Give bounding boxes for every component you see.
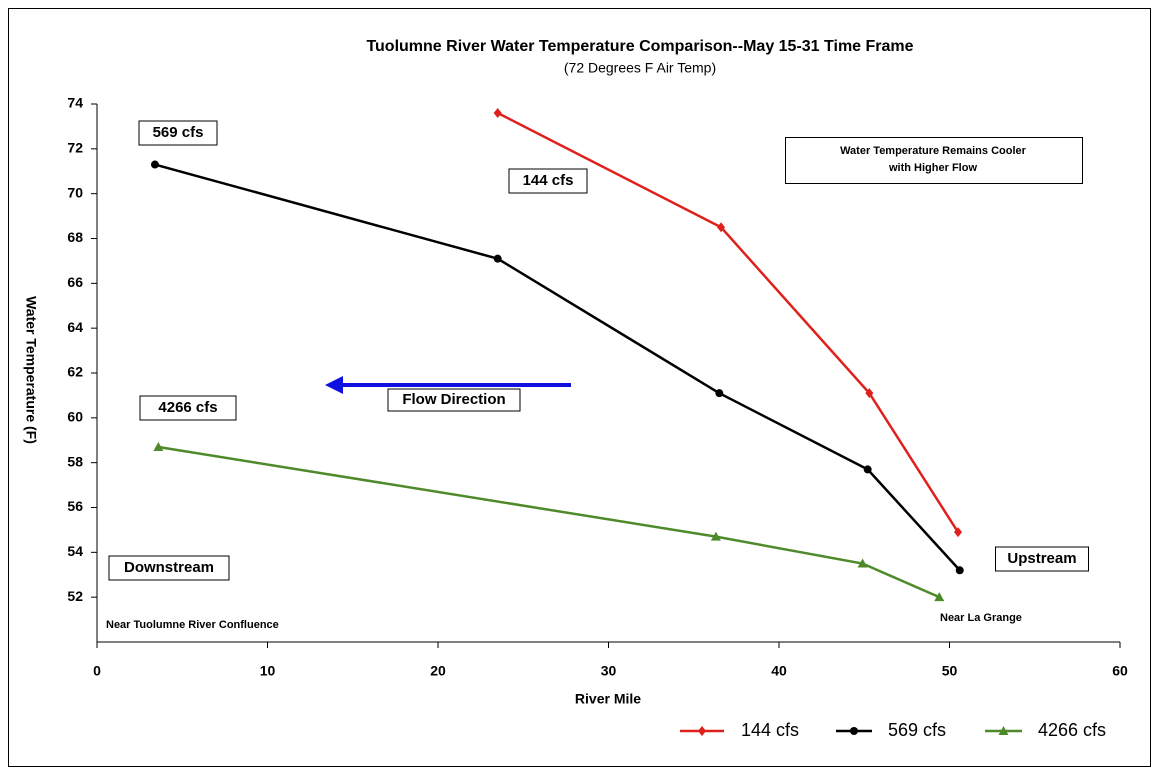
annotation: 144 cfs [523,172,574,189]
annotation-box [995,546,1089,572]
data-point [710,531,721,541]
chart-title: Tuolumne River Water Temperature Compari… [366,38,913,55]
note-line: with Higher Flow [888,162,977,174]
data-point [954,527,963,538]
x-tick-label: 40 [771,663,787,679]
annotation: Near La Grange [940,612,1022,624]
legend-label: 144 cfs [741,720,799,740]
annotation: Flow Direction [402,391,505,408]
legend-label: 4266 cfs [1038,720,1106,740]
annotation: Downstream [124,559,214,576]
data-point [857,558,868,568]
annotation-box [108,555,230,581]
annotation-box [508,168,588,194]
y-tick-label: 54 [67,543,83,559]
data-point [934,592,945,602]
x-tick-label: 60 [1112,663,1128,679]
annotation-box [139,395,237,421]
x-tick-label: 30 [601,663,617,679]
x-tick-label: 20 [430,663,446,679]
data-point [955,566,964,575]
y-tick-label: 72 [67,140,83,156]
x-tick-label: 10 [260,663,276,679]
legend-marker [998,726,1009,735]
legend-marker [850,727,858,735]
y-tick-label: 68 [67,229,83,245]
annotation-box [387,388,521,412]
x-tick-label: 0 [93,663,101,679]
y-tick-label: 52 [67,588,83,604]
y-tick-label: 60 [67,409,83,425]
y-tick-label: 64 [67,319,83,335]
legend-label: 569 cfs [888,720,946,740]
data-point [717,222,726,233]
legend-marker [698,726,706,736]
data-point [715,389,724,398]
series-line [497,111,960,533]
y-tick-label: 70 [67,184,83,200]
data-point [153,441,164,451]
note-box [785,137,1083,184]
data-point [863,465,872,474]
data-point [150,160,159,169]
series-line [158,445,940,599]
annotation: 569 cfs [153,124,204,141]
annotation-box [138,120,218,146]
x-axis-label: River Mile [575,691,641,707]
x-tick-label: 50 [942,663,958,679]
data-point [493,107,502,118]
y-tick-label: 58 [67,453,83,469]
annotation: 4266 cfs [158,399,217,416]
data-point [493,254,502,263]
annotation: Near Tuolumne River Confluence [106,619,279,631]
y-axis-label: Water Temperature (F) [23,296,39,444]
y-tick-label: 66 [67,274,83,290]
note-line: Water Temperature Remains Cooler [840,145,1027,157]
chart-subtitle: (72 Degrees F Air Temp) [564,60,716,76]
annotation: Upstream [1007,550,1076,567]
y-tick-label: 62 [67,364,83,380]
data-point [865,388,874,399]
y-tick-label: 74 [67,95,83,111]
y-tick-label: 56 [67,498,83,514]
flow-arrow [325,376,571,394]
